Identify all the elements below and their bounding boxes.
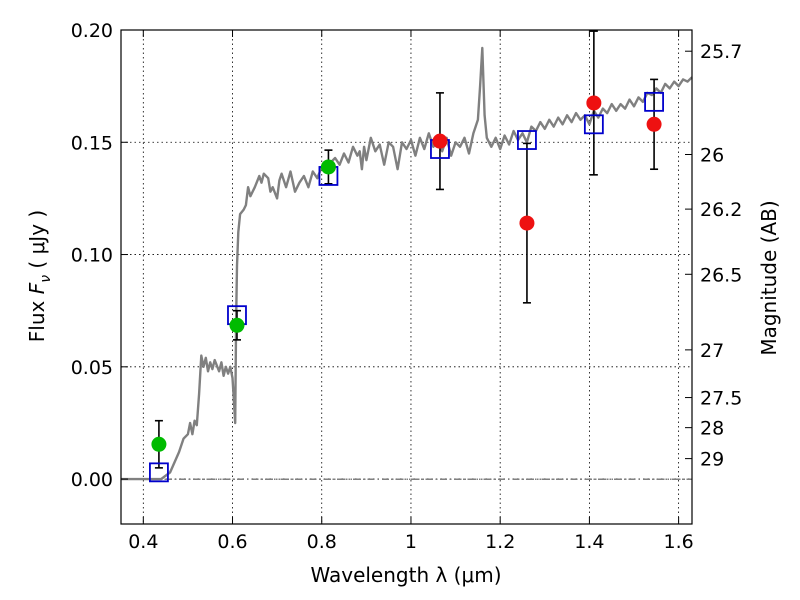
observed-point-green [151,436,167,452]
y-tick-label: 0.15 [71,132,113,154]
x-tick-label: 0.4 [128,531,158,553]
model-square [517,130,537,150]
y-tick-labels: 0.00 0.05 0.10 0.15 0.20 [71,20,113,491]
y-tick-label: 0.10 [71,245,113,267]
x-tick-label: 1.2 [485,531,515,553]
x-tick-label: 1.4 [574,531,604,553]
right-axis-label: Magnitude (AB) [757,200,781,355]
y-axis-label-prefix: Flux [25,294,49,342]
right-tick-label: 27.5 [700,388,742,410]
observed-point-red [519,215,535,231]
x-axis-label: Wavelength λ (μm) [310,563,501,587]
observed-point-red [646,116,662,132]
y-axis-label-unit: ( μJy ) [25,210,49,275]
x-tick-labels: 0.4 0.6 0.8 1 1.2 1.4 1.6 [128,531,694,553]
observed-point-green [229,317,245,333]
model-square-layer [149,91,664,483]
observed-point-red [586,95,602,111]
observed-point-layer [151,95,662,452]
errorbar-layer [154,30,659,469]
right-tick-label: 26.5 [700,264,742,286]
x-tick-label: 1 [405,531,417,553]
right-tick-label: 26.2 [700,199,742,221]
right-tick-label: 29 [700,449,724,471]
y-axis-label-sub: ν [38,275,54,283]
model-square [644,91,664,112]
x-tick-label: 0.8 [307,531,337,553]
y-axis-label-var: F [25,282,49,294]
model-square [583,114,604,135]
plot-frame [120,29,693,525]
model-square [149,462,169,483]
y-tick-label: 0.00 [71,469,113,491]
right-tick-labels: 25.7 26 26.2 26.5 27 27.5 28 29 [700,41,742,470]
y-axis-label: Flux Fν ( μJy ) [25,210,54,342]
tick-mark-layer [121,29,692,524]
x-tick-label: 0.6 [217,531,247,553]
y-tick-label: 0.05 [71,357,113,379]
right-tick-label: 25.7 [700,41,742,63]
grid-layer [121,29,692,524]
spectrum-line [121,46,693,481]
observed-point-red [432,133,448,149]
right-tick-label: 28 [700,418,724,440]
right-tick-label: 27 [700,340,724,362]
x-tick-label: 1.6 [664,531,694,553]
observed-point-green [320,159,336,175]
right-tick-label: 26 [700,145,724,167]
y-tick-label: 0.20 [71,20,113,42]
